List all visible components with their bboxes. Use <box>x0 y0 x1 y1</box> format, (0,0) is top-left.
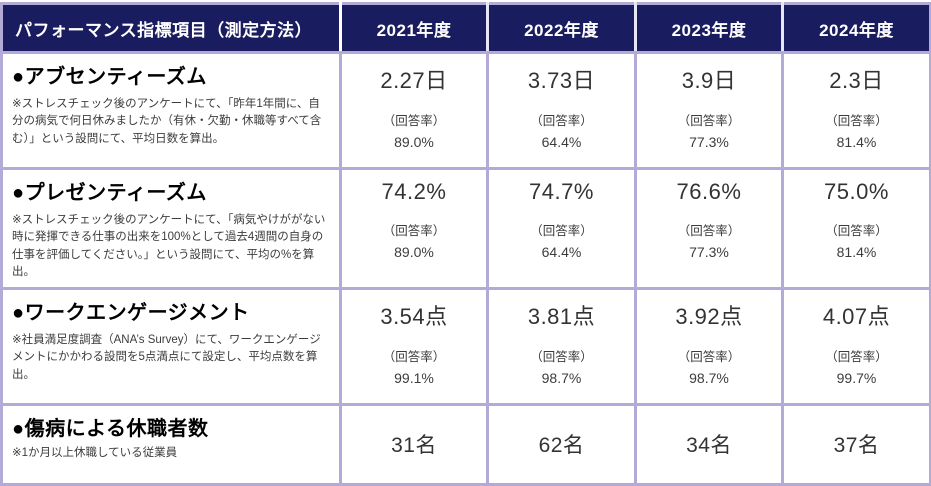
value-cell: 74.2% （回答率） 89.0% <box>339 167 489 290</box>
metric-value: 3.81点 <box>527 304 596 329</box>
rate-value: 81.4% <box>836 244 877 260</box>
value-cell: 3.81点 （回答率） 98.7% <box>486 287 637 406</box>
metric-value: 31名 <box>391 434 437 457</box>
metric-value: 2.27日 <box>380 68 448 93</box>
metric-value: 74.2% <box>381 179 447 204</box>
value-cell: 3.92点 （回答率） 98.7% <box>634 287 784 406</box>
table-row-absenteeism: ●アブセンティーズム ※ストレスチェック後のアンケートにて、「昨年1年間に、自分… <box>0 51 931 170</box>
table-row-sick-leave-count: ●傷病による休職者数 ※1か月以上休職している従業員 31名 62名 34名 3… <box>0 403 931 486</box>
rate-caption: （回答率） <box>530 224 593 238</box>
response-rate: （回答率） 81.4% <box>785 110 928 150</box>
header-year-2023: 2023年度 <box>634 3 783 54</box>
rate-value: 81.4% <box>836 134 877 150</box>
rate-caption: （回答率） <box>825 114 888 128</box>
row-note: ※社員満足度調査（ANA’s Survey）にて、ワークエンゲージメントにかかわ… <box>12 334 321 381</box>
rate-caption: （回答率） <box>825 350 888 364</box>
response-rate: （回答率） 99.1% <box>343 346 485 386</box>
row-label-cell: ●ワークエンゲージメント ※社員満足度調査（ANA’s Survey）にて、ワー… <box>0 287 342 406</box>
value-cell: 62名 <box>486 403 637 486</box>
rate-value: 77.3% <box>689 134 729 150</box>
row-title: ●アブセンティーズム <box>12 66 207 88</box>
metric-value: 2.3日 <box>829 68 884 93</box>
header-year-2021: 2021年度 <box>339 3 488 54</box>
row-title: ●ワークエンゲージメント <box>12 302 250 324</box>
header-year-2022: 2022年度 <box>486 3 636 54</box>
rate-value: 64.4% <box>541 244 582 260</box>
response-rate: （回答率） 89.0% <box>343 220 485 260</box>
row-title: ●プレゼンティーズム <box>12 182 207 204</box>
rate-caption: （回答率） <box>382 114 446 128</box>
value-cell: 34名 <box>634 403 784 486</box>
value-cell: 3.54点 （回答率） 99.1% <box>339 287 489 406</box>
value-cell: 2.27日 （回答率） 89.0% <box>339 51 489 170</box>
rate-value: 89.0% <box>394 244 434 260</box>
table-row-presenteeism: ●プレゼンティーズム ※ストレスチェック後のアンケートにて、「病気やけががない時… <box>0 167 931 290</box>
value-cell: 74.7% （回答率） 64.4% <box>486 167 637 290</box>
response-rate: （回答率） 98.7% <box>638 346 780 386</box>
rate-value: 98.7% <box>689 370 729 386</box>
metric-value: 3.92点 <box>675 304 743 329</box>
rate-caption: （回答率） <box>530 114 593 128</box>
rate-value: 99.7% <box>836 370 877 386</box>
row-label-cell: ●アブセンティーズム ※ストレスチェック後のアンケートにて、「昨年1年間に、自分… <box>0 51 342 170</box>
metric-value: 37名 <box>833 434 880 457</box>
header-indicator-label: パフォーマンス指標項目（測定方法） <box>1 3 341 54</box>
rate-caption: （回答率） <box>382 350 446 364</box>
row-note: ※ストレスチェック後のアンケートにて、「昨年1年間に、自分の病気で何日休みました… <box>12 98 322 145</box>
value-cell: 37名 <box>781 403 931 486</box>
row-note: ※ストレスチェック後のアンケートにて、「病気やけががない時に発揮できる仕事の出来… <box>12 214 326 278</box>
response-rate: （回答率） 89.0% <box>343 110 485 150</box>
rate-value: 77.3% <box>689 244 729 260</box>
row-note: ※1か月以上休職している従業員 <box>12 447 178 459</box>
value-cell: 3.73日 （回答率） 64.4% <box>486 51 637 170</box>
metric-value: 76.6% <box>676 179 742 204</box>
metric-value: 3.9日 <box>681 68 737 93</box>
rate-caption: （回答率） <box>677 350 741 364</box>
metric-value: 75.0% <box>824 179 889 204</box>
rate-caption: （回答率） <box>677 224 741 238</box>
rate-value: 98.7% <box>541 370 582 386</box>
row-label-cell: ●プレゼンティーズム ※ストレスチェック後のアンケートにて、「病気やけががない時… <box>0 167 342 290</box>
metric-value: 3.54点 <box>380 304 448 329</box>
response-rate: （回答率） 77.3% <box>638 110 780 150</box>
rate-value: 64.4% <box>541 134 582 150</box>
value-cell: 3.9日 （回答率） 77.3% <box>634 51 784 170</box>
metric-value: 62名 <box>538 434 585 457</box>
metric-value: 34名 <box>686 434 732 457</box>
value-cell: 31名 <box>339 403 489 486</box>
table-row-work-engagement: ●ワークエンゲージメント ※社員満足度調査（ANA’s Survey）にて、ワー… <box>0 287 931 406</box>
response-rate: （回答率） 64.4% <box>490 110 633 150</box>
response-rate: （回答率） 81.4% <box>785 220 928 260</box>
row-label-cell: ●傷病による休職者数 ※1か月以上休職している従業員 <box>0 403 342 486</box>
value-cell: 4.07点 （回答率） 99.7% <box>781 287 931 406</box>
metric-value: 74.7% <box>529 179 594 204</box>
rate-caption: （回答率） <box>825 224 888 238</box>
value-cell: 2.3日 （回答率） 81.4% <box>781 51 931 170</box>
header-year-2024: 2024年度 <box>781 3 931 54</box>
row-title: ●傷病による休職者数 <box>12 418 209 440</box>
value-cell: 76.6% （回答率） 77.3% <box>634 167 784 290</box>
rate-caption: （回答率） <box>677 114 741 128</box>
metric-value: 4.07点 <box>822 304 891 329</box>
rate-value: 99.1% <box>394 370 434 386</box>
rate-value: 89.0% <box>394 134 434 150</box>
header-row: パフォーマンス指標項目（測定方法） 2021年度 2022年度 2023年度 2… <box>1 3 931 54</box>
response-rate: （回答率） 99.7% <box>785 346 928 386</box>
rate-caption: （回答率） <box>382 224 446 238</box>
value-cell: 75.0% （回答率） 81.4% <box>781 167 931 290</box>
response-rate: （回答率） 77.3% <box>638 220 780 260</box>
response-rate: （回答率） 64.4% <box>490 220 633 260</box>
rate-caption: （回答率） <box>530 350 593 364</box>
metric-value: 3.73日 <box>527 68 596 93</box>
response-rate: （回答率） 98.7% <box>490 346 633 386</box>
